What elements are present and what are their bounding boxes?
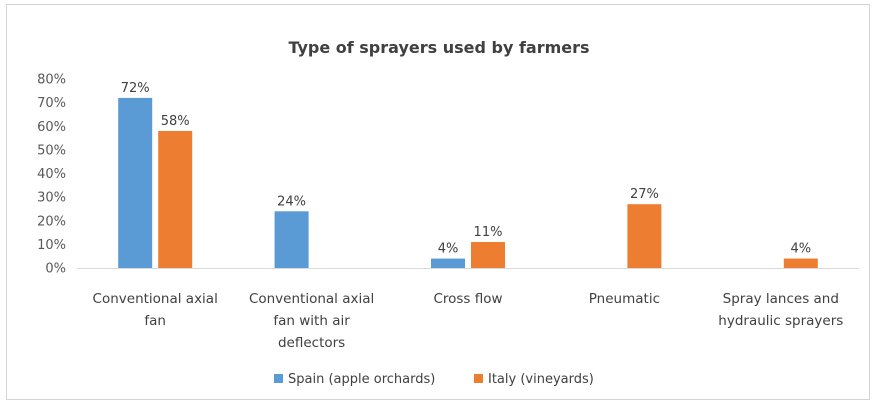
legend: Spain (apple orchards) Italy (vineyards) bbox=[274, 372, 594, 387]
x-category-label: Spray lances and hydraulic sprayers bbox=[718, 291, 843, 329]
data-labels: 72% 58% 24% 4% 11% 27% 4% bbox=[121, 81, 811, 257]
bar-italy bbox=[471, 242, 505, 268]
x-category-label: Conventional axial fan with air deflectors bbox=[249, 291, 374, 351]
legend-label: Spain (apple orchards) bbox=[288, 372, 435, 387]
y-tick-label: 60% bbox=[37, 120, 66, 135]
y-tick-label: 30% bbox=[37, 191, 66, 206]
data-label: 72% bbox=[121, 81, 150, 96]
y-tick-label: 20% bbox=[37, 214, 66, 229]
bar-italy bbox=[783, 258, 818, 268]
legend-label: Italy (vineyards) bbox=[488, 372, 594, 387]
y-tick-label: 70% bbox=[37, 96, 66, 111]
legend-swatch bbox=[274, 374, 283, 383]
data-label: 4% bbox=[438, 242, 459, 257]
chart-frame: Type of sprayers used by farmers 0% 10% 20… bbox=[6, 4, 870, 400]
x-category-label: Cross flow bbox=[433, 291, 502, 307]
data-label: 11% bbox=[474, 225, 503, 240]
bar-spain bbox=[274, 211, 309, 268]
y-tick-label: 0% bbox=[45, 262, 66, 277]
bar-italy bbox=[158, 130, 193, 268]
x-category-label: Conventional axial fan bbox=[93, 291, 218, 329]
data-label: 27% bbox=[630, 187, 659, 202]
bar-chart: Type of sprayers used by farmers 0% 10% 20… bbox=[37, 38, 859, 387]
y-tick-label: 50% bbox=[37, 143, 66, 158]
bar-spain bbox=[431, 258, 465, 268]
data-label: 24% bbox=[277, 194, 306, 209]
bars bbox=[118, 97, 818, 269]
x-axis-categories: Conventional axial fan Conventional axial f… bbox=[93, 291, 844, 351]
bar-spain bbox=[118, 97, 153, 269]
y-tick-label: 40% bbox=[37, 167, 66, 182]
chart-title: Type of sprayers used by farmers bbox=[288, 38, 589, 57]
bar-italy bbox=[627, 204, 662, 268]
y-tick-label: 80% bbox=[37, 73, 66, 88]
y-axis: 0% 10% 20% 30% 40% 50% 60% 70% 80% bbox=[37, 73, 859, 277]
x-category-label: Pneumatic bbox=[589, 291, 660, 307]
y-tick-label: 10% bbox=[37, 238, 66, 253]
data-label: 58% bbox=[161, 114, 190, 129]
legend-swatch bbox=[474, 374, 483, 383]
data-label: 4% bbox=[790, 242, 811, 257]
